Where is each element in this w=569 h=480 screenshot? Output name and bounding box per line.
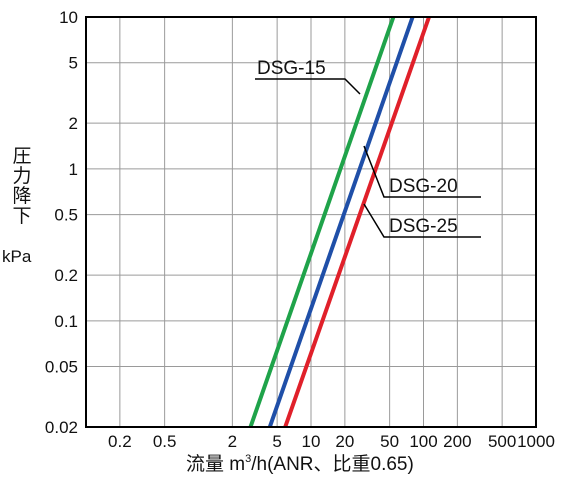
series-line-dsg-15	[248, 16, 396, 428]
series-label-dsg-25: DSG-25	[389, 216, 458, 237]
series-label-dsg-25-group: DSG-25	[363, 203, 481, 238]
y-tick-label: 2	[69, 114, 78, 133]
y-axis-unit: kPa	[2, 247, 32, 266]
y-axis-label-char: 下	[12, 206, 31, 227]
x-tick-label: 10	[302, 432, 321, 451]
x-tick-label: 0.5	[153, 432, 177, 451]
series-line-dsg-20	[267, 16, 415, 428]
y-tick-label: 0.02	[45, 418, 78, 437]
y-tick-label: 10	[59, 8, 78, 27]
x-tick-labels: 0.2 0.5 2 5 10 20 50 100 200 500 1000	[108, 432, 555, 451]
x-tick-label: 100	[409, 432, 437, 451]
x-tick-label: 2	[228, 432, 237, 451]
x-axis-label-main: 流量 m	[186, 453, 245, 475]
plot-frame	[85, 16, 537, 428]
leader-dsg-15	[255, 78, 361, 95]
series-label-dsg-20-group: DSG-20	[363, 145, 481, 198]
series-label-dsg-15: DSG-15	[257, 58, 326, 79]
y-axis-label-char: 降	[12, 185, 31, 207]
leader-dsg-25	[363, 203, 481, 238]
y-tick-label: 5	[69, 54, 78, 73]
y-axis-label-char: 圧	[12, 146, 31, 167]
y-tick-label: 0.2	[54, 266, 78, 285]
x-tick-label: 50	[380, 432, 399, 451]
x-tick-label: 1000	[517, 432, 555, 451]
y-tick-label: 0.5	[54, 206, 78, 225]
y-tick-label: 0.1	[54, 312, 78, 331]
x-tick-label: 0.2	[108, 432, 132, 451]
x-tick-label: 500	[488, 432, 516, 451]
y-tick-labels: 0.02 0.05 0.1 0.2 0.5 1 2 5 10	[45, 8, 78, 437]
x-axis-label-rest: /h(ANR、比重0.65)	[251, 453, 414, 475]
grid	[86, 17, 536, 427]
y-tick-label: 1	[69, 160, 78, 179]
x-axis-label: 流量 m3/h(ANR、比重0.65)	[186, 453, 414, 475]
leader-dsg-20	[363, 145, 481, 198]
x-tick-label: 200	[443, 432, 471, 451]
series-lines	[248, 16, 431, 428]
series-label-dsg-15-group: DSG-15	[255, 58, 361, 95]
y-tick-label: 0.05	[45, 358, 78, 377]
x-axis-label-sup: 3	[245, 453, 251, 465]
series-line-dsg-25	[283, 16, 431, 428]
y-axis-label-char: 力	[12, 165, 31, 187]
series-label-dsg-20: DSG-20	[389, 176, 458, 197]
x-tick-label: 5	[272, 432, 281, 451]
x-tick-label: 20	[335, 432, 354, 451]
